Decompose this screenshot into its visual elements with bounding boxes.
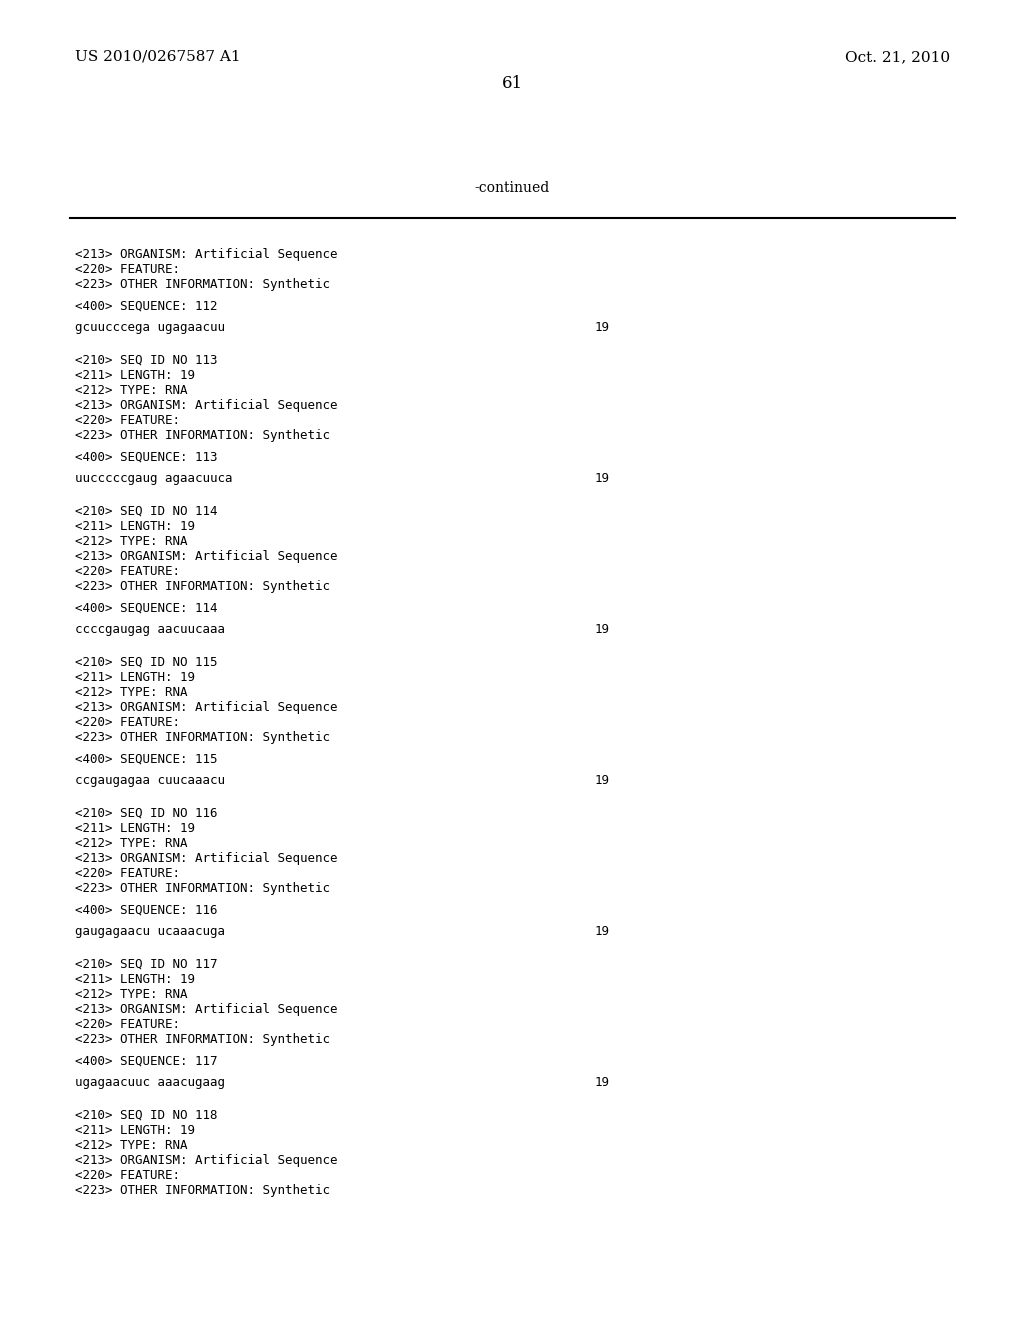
Text: <210> SEQ ID NO 116: <210> SEQ ID NO 116: [75, 807, 217, 820]
Text: <223> OTHER INFORMATION: Synthetic: <223> OTHER INFORMATION: Synthetic: [75, 1034, 330, 1045]
Text: <220> FEATURE:: <220> FEATURE:: [75, 565, 180, 578]
Text: <223> OTHER INFORMATION: Synthetic: <223> OTHER INFORMATION: Synthetic: [75, 1184, 330, 1197]
Text: <220> FEATURE:: <220> FEATURE:: [75, 867, 180, 880]
Text: uucccccgaug agaacuuca: uucccccgaug agaacuuca: [75, 473, 232, 484]
Text: <220> FEATURE:: <220> FEATURE:: [75, 414, 180, 426]
Text: 19: 19: [595, 1076, 610, 1089]
Text: <400> SEQUENCE: 114: <400> SEQUENCE: 114: [75, 602, 217, 615]
Text: <220> FEATURE:: <220> FEATURE:: [75, 263, 180, 276]
Text: <210> SEQ ID NO 114: <210> SEQ ID NO 114: [75, 506, 217, 517]
Text: <220> FEATURE:: <220> FEATURE:: [75, 715, 180, 729]
Text: <213> ORGANISM: Artificial Sequence: <213> ORGANISM: Artificial Sequence: [75, 550, 338, 564]
Text: <213> ORGANISM: Artificial Sequence: <213> ORGANISM: Artificial Sequence: [75, 248, 338, 261]
Text: <213> ORGANISM: Artificial Sequence: <213> ORGANISM: Artificial Sequence: [75, 701, 338, 714]
Text: <211> LENGTH: 19: <211> LENGTH: 19: [75, 520, 195, 533]
Text: <212> TYPE: RNA: <212> TYPE: RNA: [75, 1139, 187, 1152]
Text: <210> SEQ ID NO 117: <210> SEQ ID NO 117: [75, 958, 217, 972]
Text: Oct. 21, 2010: Oct. 21, 2010: [845, 50, 950, 63]
Text: <400> SEQUENCE: 113: <400> SEQUENCE: 113: [75, 451, 217, 465]
Text: <223> OTHER INFORMATION: Synthetic: <223> OTHER INFORMATION: Synthetic: [75, 579, 330, 593]
Text: <212> TYPE: RNA: <212> TYPE: RNA: [75, 987, 187, 1001]
Text: <211> LENGTH: 19: <211> LENGTH: 19: [75, 671, 195, 684]
Text: <212> TYPE: RNA: <212> TYPE: RNA: [75, 535, 187, 548]
Text: ccccgaugag aacuucaaa: ccccgaugag aacuucaaa: [75, 623, 225, 636]
Text: <213> ORGANISM: Artificial Sequence: <213> ORGANISM: Artificial Sequence: [75, 851, 338, 865]
Text: 19: 19: [595, 774, 610, 787]
Text: <212> TYPE: RNA: <212> TYPE: RNA: [75, 384, 187, 397]
Text: <400> SEQUENCE: 115: <400> SEQUENCE: 115: [75, 752, 217, 766]
Text: US 2010/0267587 A1: US 2010/0267587 A1: [75, 50, 241, 63]
Text: -continued: -continued: [474, 181, 550, 195]
Text: <220> FEATURE:: <220> FEATURE:: [75, 1170, 180, 1181]
Text: <210> SEQ ID NO 118: <210> SEQ ID NO 118: [75, 1109, 217, 1122]
Text: <223> OTHER INFORMATION: Synthetic: <223> OTHER INFORMATION: Synthetic: [75, 279, 330, 290]
Text: <213> ORGANISM: Artificial Sequence: <213> ORGANISM: Artificial Sequence: [75, 1154, 338, 1167]
Text: <400> SEQUENCE: 112: <400> SEQUENCE: 112: [75, 300, 217, 313]
Text: <400> SEQUENCE: 117: <400> SEQUENCE: 117: [75, 1055, 217, 1068]
Text: <223> OTHER INFORMATION: Synthetic: <223> OTHER INFORMATION: Synthetic: [75, 882, 330, 895]
Text: 19: 19: [595, 321, 610, 334]
Text: <400> SEQUENCE: 116: <400> SEQUENCE: 116: [75, 904, 217, 917]
Text: 61: 61: [502, 75, 522, 92]
Text: <211> LENGTH: 19: <211> LENGTH: 19: [75, 370, 195, 381]
Text: <212> TYPE: RNA: <212> TYPE: RNA: [75, 837, 187, 850]
Text: <211> LENGTH: 19: <211> LENGTH: 19: [75, 973, 195, 986]
Text: gaugagaacu ucaaacuga: gaugagaacu ucaaacuga: [75, 925, 225, 939]
Text: ugagaacuuc aaacugaag: ugagaacuuc aaacugaag: [75, 1076, 225, 1089]
Text: <212> TYPE: RNA: <212> TYPE: RNA: [75, 686, 187, 700]
Text: <211> LENGTH: 19: <211> LENGTH: 19: [75, 1125, 195, 1137]
Text: <223> OTHER INFORMATION: Synthetic: <223> OTHER INFORMATION: Synthetic: [75, 429, 330, 442]
Text: 19: 19: [595, 623, 610, 636]
Text: <223> OTHER INFORMATION: Synthetic: <223> OTHER INFORMATION: Synthetic: [75, 731, 330, 744]
Text: gcuucccega ugagaacuu: gcuucccega ugagaacuu: [75, 321, 225, 334]
Text: <210> SEQ ID NO 113: <210> SEQ ID NO 113: [75, 354, 217, 367]
Text: <213> ORGANISM: Artificial Sequence: <213> ORGANISM: Artificial Sequence: [75, 399, 338, 412]
Text: <213> ORGANISM: Artificial Sequence: <213> ORGANISM: Artificial Sequence: [75, 1003, 338, 1016]
Text: 19: 19: [595, 473, 610, 484]
Text: 19: 19: [595, 925, 610, 939]
Text: ccgaugagaa cuucaaacu: ccgaugagaa cuucaaacu: [75, 774, 225, 787]
Text: <220> FEATURE:: <220> FEATURE:: [75, 1018, 180, 1031]
Text: <210> SEQ ID NO 115: <210> SEQ ID NO 115: [75, 656, 217, 669]
Text: <211> LENGTH: 19: <211> LENGTH: 19: [75, 822, 195, 836]
